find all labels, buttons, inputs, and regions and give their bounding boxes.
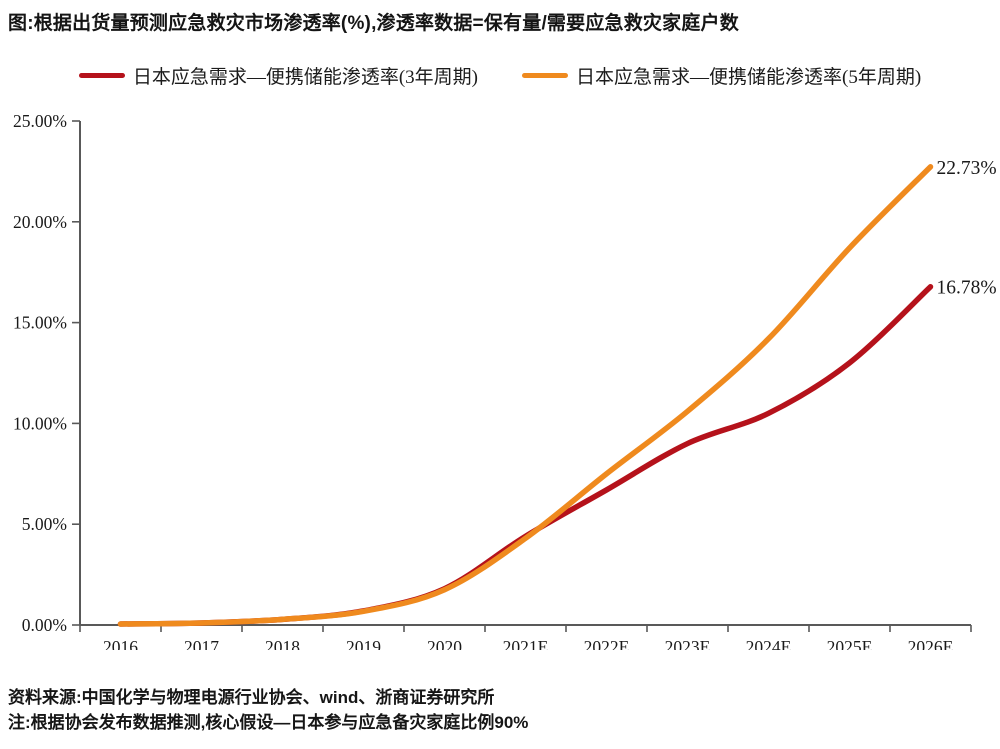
legend-line-5yr-icon — [522, 73, 568, 78]
source-note: 资料来源:中国化学与物理电源行业协会、wind、浙商证券研究所 — [8, 688, 495, 707]
y-tick-label: 25.00% — [13, 111, 67, 131]
x-tick-label: 2024E — [746, 637, 792, 650]
legend: 日本应急需求—便携储能渗透率(3年周期) 日本应急需求—便携储能渗透率(5年周期… — [0, 62, 1000, 89]
x-tick-label: 2018 — [265, 637, 300, 650]
y-tick-label: 10.00% — [13, 413, 67, 433]
series-line-3yr — [117, 283, 934, 627]
y-tick-label: 15.00% — [13, 313, 67, 333]
x-tick-label: 2020 — [427, 637, 462, 650]
y-tick-label: 0.00% — [22, 615, 67, 635]
y-tick-label: 5.00% — [22, 514, 67, 534]
x-tick-label: 2026E — [908, 637, 954, 650]
series-line-5yr — [117, 164, 934, 627]
series-end-label-5yr: 22.73% — [937, 158, 997, 179]
chart-title: 图:根据出货量预测应急救灾市场渗透率(%),渗透率数据=保有量/需要应急救灾家庭… — [8, 13, 739, 34]
x-tick-label: 2022E — [584, 637, 630, 650]
x-tick-label: 2021E — [503, 637, 549, 650]
legend-label-5yr: 日本应急需求—便携储能渗透率(5年周期) — [576, 67, 922, 88]
x-tick-label: 2017 — [184, 637, 219, 650]
legend-line-3yr-icon — [78, 73, 125, 78]
x-tick-label: 2019 — [346, 637, 381, 650]
legend-label-3yr: 日本应急需求—便携储能渗透率(3年周期) — [132, 67, 478, 88]
x-tick-label: 2016 — [103, 637, 138, 650]
footer: 资料来源:中国化学与物理电源行业协会、wind、浙商证券研究所 注:根据协会发布… — [8, 686, 992, 735]
y-tick-label: 20.00% — [13, 212, 67, 232]
line-chart: 0.00% 5.00% 10.00% 15.00% 20.00% 25.00% 2016 20… — [13, 111, 997, 650]
series-end-label-3yr: 16.78% — [937, 278, 997, 299]
legend-item-5yr: 日本应急需求—便携储能渗透率(5年周期) — [522, 62, 921, 89]
x-tick-label: 2025E — [827, 637, 873, 650]
x-tick-label: 2023E — [665, 637, 711, 650]
assumption-note: 注:根据协会发布数据推测,核心假设—日本参与应急备灾家庭比例90% — [8, 712, 529, 732]
legend-item-3yr: 日本应急需求—便携储能渗透率(3年周期) — [78, 62, 478, 89]
